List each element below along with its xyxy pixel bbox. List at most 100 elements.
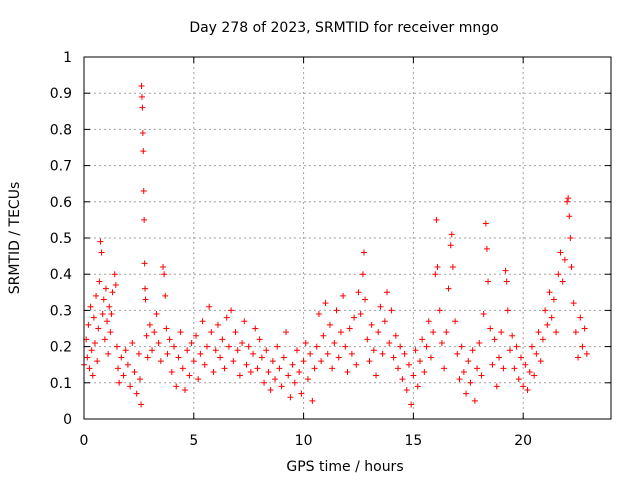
- data-point: [504, 307, 511, 314]
- data-point: [403, 387, 410, 394]
- data-point: [388, 307, 395, 314]
- data-point: [427, 354, 434, 361]
- data-point: [241, 318, 248, 325]
- data-point: [280, 354, 287, 361]
- data-point: [535, 329, 542, 336]
- data-point: [348, 350, 355, 357]
- data-point: [553, 329, 560, 336]
- data-point: [449, 263, 456, 270]
- data-point: [138, 93, 145, 100]
- data-point: [503, 278, 510, 285]
- data-point: [480, 311, 487, 318]
- data-point: [131, 368, 138, 375]
- data-point: [141, 260, 148, 267]
- data-point: [171, 343, 178, 350]
- data-point: [346, 325, 353, 332]
- x-tick-label: 0: [80, 433, 89, 449]
- data-point: [506, 347, 513, 354]
- y-tick-label: 0.6: [50, 195, 72, 211]
- data-point: [568, 263, 575, 270]
- data-point: [565, 195, 572, 202]
- data-point: [161, 271, 168, 278]
- data-point: [577, 314, 584, 321]
- data-point: [254, 365, 261, 372]
- data-point: [561, 256, 568, 263]
- data-point: [432, 271, 439, 278]
- data-point: [97, 238, 104, 245]
- data-point: [375, 329, 382, 336]
- data-point: [566, 213, 573, 220]
- data-point: [379, 350, 386, 357]
- data-point: [412, 347, 419, 354]
- data-point: [139, 130, 146, 137]
- data-point: [272, 376, 279, 383]
- data-point: [221, 365, 228, 372]
- data-point: [135, 350, 142, 357]
- data-point: [454, 350, 461, 357]
- data-point: [98, 249, 105, 256]
- data-point: [146, 321, 153, 328]
- data-point: [324, 350, 331, 357]
- data-point: [140, 187, 147, 194]
- data-point: [289, 361, 296, 368]
- data-point: [138, 82, 145, 89]
- data-point: [559, 278, 566, 285]
- data-point: [395, 365, 402, 372]
- data-point: [384, 289, 391, 296]
- data-point: [366, 358, 373, 365]
- data-point: [500, 365, 507, 372]
- y-axis-tick-labels: 0 0.1 0.2 0.3 0.4 0.5 0.6 0.7 0.8 0.9 1: [50, 50, 72, 428]
- data-point: [95, 325, 102, 332]
- data-point: [219, 336, 226, 343]
- data-point: [287, 394, 294, 401]
- data-point: [436, 307, 443, 314]
- data-point: [293, 347, 300, 354]
- data-point: [250, 350, 257, 357]
- data-point: [430, 329, 437, 336]
- data-point: [405, 361, 412, 368]
- data-point: [377, 303, 384, 310]
- data-point: [256, 336, 263, 343]
- data-point: [166, 336, 173, 343]
- data-point: [192, 332, 199, 339]
- data-point: [483, 245, 490, 252]
- data-point: [572, 329, 579, 336]
- data-point: [127, 383, 134, 390]
- data-point: [496, 354, 503, 361]
- data-point: [399, 376, 406, 383]
- data-point: [243, 361, 250, 368]
- chart-title: Day 278 of 2023, SRMTID for receiver mng…: [189, 20, 498, 36]
- data-point: [141, 216, 148, 223]
- data-point: [115, 365, 122, 372]
- data-point: [223, 314, 230, 321]
- data-point: [197, 350, 204, 357]
- data-point: [124, 361, 131, 368]
- y-tick-label: 0.4: [50, 267, 72, 283]
- data-point: [421, 368, 428, 375]
- data-point: [157, 358, 164, 365]
- data-point: [360, 249, 367, 256]
- data-point: [212, 347, 219, 354]
- data-point: [85, 321, 92, 328]
- data-point: [434, 263, 441, 270]
- data-point: [263, 347, 270, 354]
- data-point: [210, 368, 217, 375]
- data-point: [438, 339, 445, 346]
- data-point: [539, 336, 546, 343]
- data-points: [81, 82, 590, 408]
- data-point: [175, 354, 182, 361]
- data-point: [544, 321, 551, 328]
- data-point: [307, 350, 314, 357]
- data-point: [214, 321, 221, 328]
- data-point: [190, 358, 197, 365]
- data-point: [482, 220, 489, 227]
- data-point: [557, 249, 564, 256]
- y-tick-label: 0.5: [50, 231, 72, 247]
- data-point: [160, 263, 167, 270]
- data-point: [329, 365, 336, 372]
- data-point: [149, 347, 156, 354]
- data-point: [311, 365, 318, 372]
- data-point: [228, 307, 235, 314]
- data-point: [386, 339, 393, 346]
